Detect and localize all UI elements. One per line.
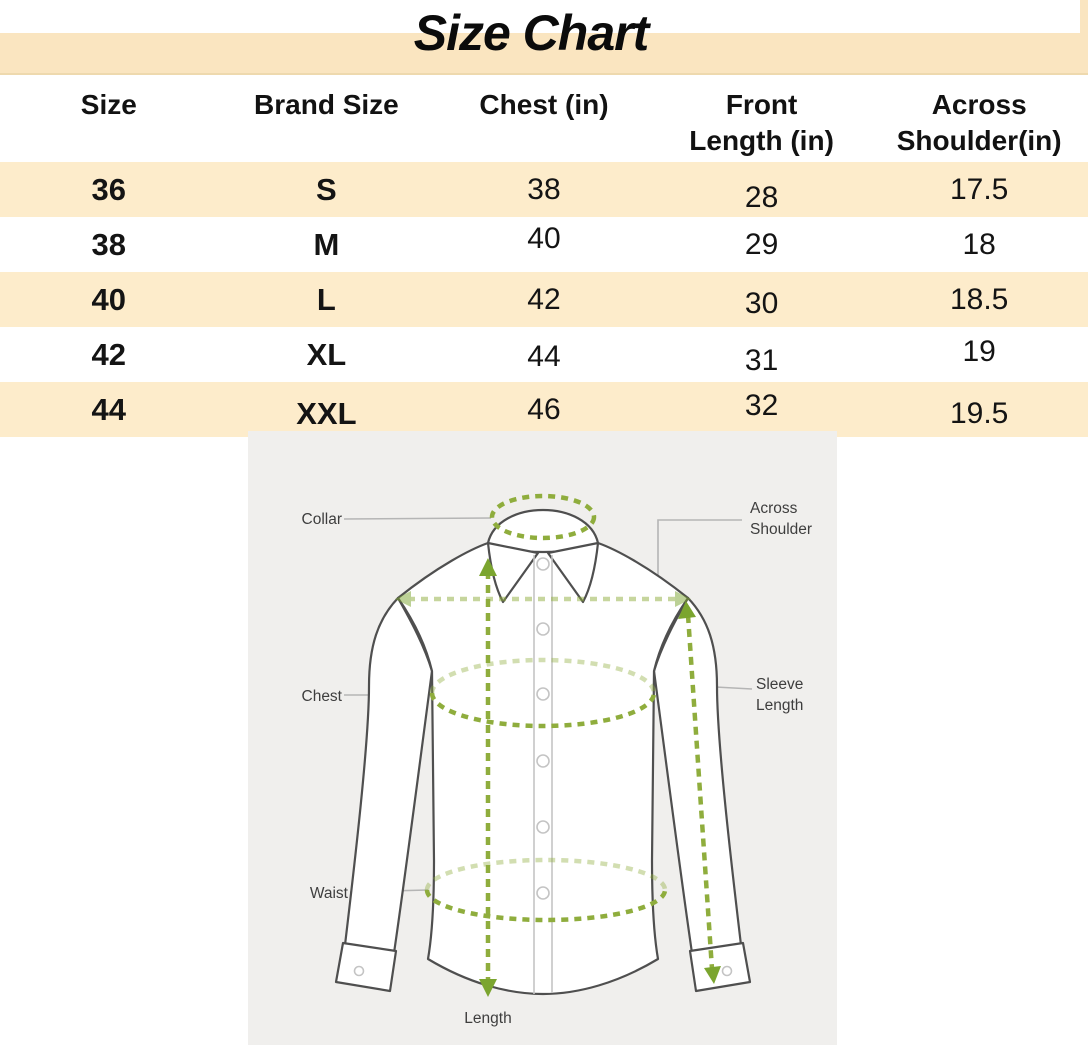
cell-front-length: 30 (744, 286, 779, 320)
shirt-illustration (334, 493, 753, 997)
cell-size: 40 (91, 281, 127, 317)
shirt-measurement-diagram: Collar Across Shoulder Chest Sleeve Leng… (248, 431, 837, 1045)
page-title: Size Chart (413, 5, 650, 61)
cell-chest: 40 (527, 221, 561, 255)
cell-across-shoulder: 19.5 (949, 396, 1009, 430)
cell-brand: XL (306, 336, 347, 372)
chest-measure (429, 657, 657, 729)
collar-label: Collar (301, 511, 342, 528)
header-size: Size (80, 89, 137, 120)
table-row: 38 M 40 29 18 (0, 217, 1088, 272)
chest-label: Chest (301, 688, 343, 705)
cell-chest: 38 (527, 172, 561, 206)
cell-brand: S (316, 171, 337, 207)
length-measure (479, 558, 497, 997)
length-label: Length (464, 1010, 512, 1027)
table-row: 36 S 38 28 17.5 (0, 162, 1088, 217)
cell-brand: M (313, 226, 340, 262)
table-row: 44 XXL 46 32 19.5 (0, 382, 1088, 437)
table-row: 42 XL 44 31 19 (0, 327, 1088, 382)
size-chart-table: Size Brand Size Chest (in) Front Length (… (0, 75, 1088, 437)
across-shoulder-measure (395, 591, 691, 607)
cell-across-shoulder: 18 (962, 227, 996, 261)
collar-measure (489, 493, 597, 541)
cell-front-length: 31 (744, 343, 779, 377)
cell-chest: 42 (527, 282, 561, 316)
cell-front-length: 29 (744, 227, 779, 261)
table-header-row: Size Brand Size Chest (in) Front Length (… (0, 75, 1088, 162)
header-across-shoulder: Across Shoulder(in) (896, 89, 1062, 156)
header-chest: Chest (in) (479, 89, 609, 120)
shirt-buttons (353, 557, 733, 977)
header-front-length: Front Length (in) (689, 89, 834, 156)
cell-across-shoulder: 17.5 (949, 172, 1009, 206)
header-brand-size: Brand Size (254, 89, 399, 120)
cell-chest: 44 (527, 339, 561, 373)
cell-across-shoulder: 19 (962, 334, 996, 368)
cell-chest: 46 (527, 392, 561, 426)
cell-front-length: 32 (744, 388, 779, 422)
title-band (0, 33, 1088, 75)
cell-size: 38 (91, 226, 127, 262)
cell-brand: L (316, 281, 336, 317)
across-shoulder-label: Across Shoulder (750, 500, 813, 538)
top-right-cream-sliver (1080, 0, 1088, 35)
cell-across-shoulder: 18.5 (949, 282, 1009, 316)
table-row: 40 L 42 30 18.5 (0, 272, 1088, 327)
sleeve-length-measure (678, 601, 721, 984)
sleeve-length-label: Sleeve Length (756, 676, 804, 714)
cell-size: 44 (91, 391, 127, 427)
cell-front-length: 28 (744, 180, 779, 214)
cell-brand: XXL (296, 395, 357, 431)
cell-size: 42 (91, 336, 127, 372)
cell-size: 36 (91, 171, 127, 207)
shirt-body (334, 508, 752, 996)
waist-measure (424, 857, 668, 923)
waist-label: Waist (309, 885, 348, 902)
